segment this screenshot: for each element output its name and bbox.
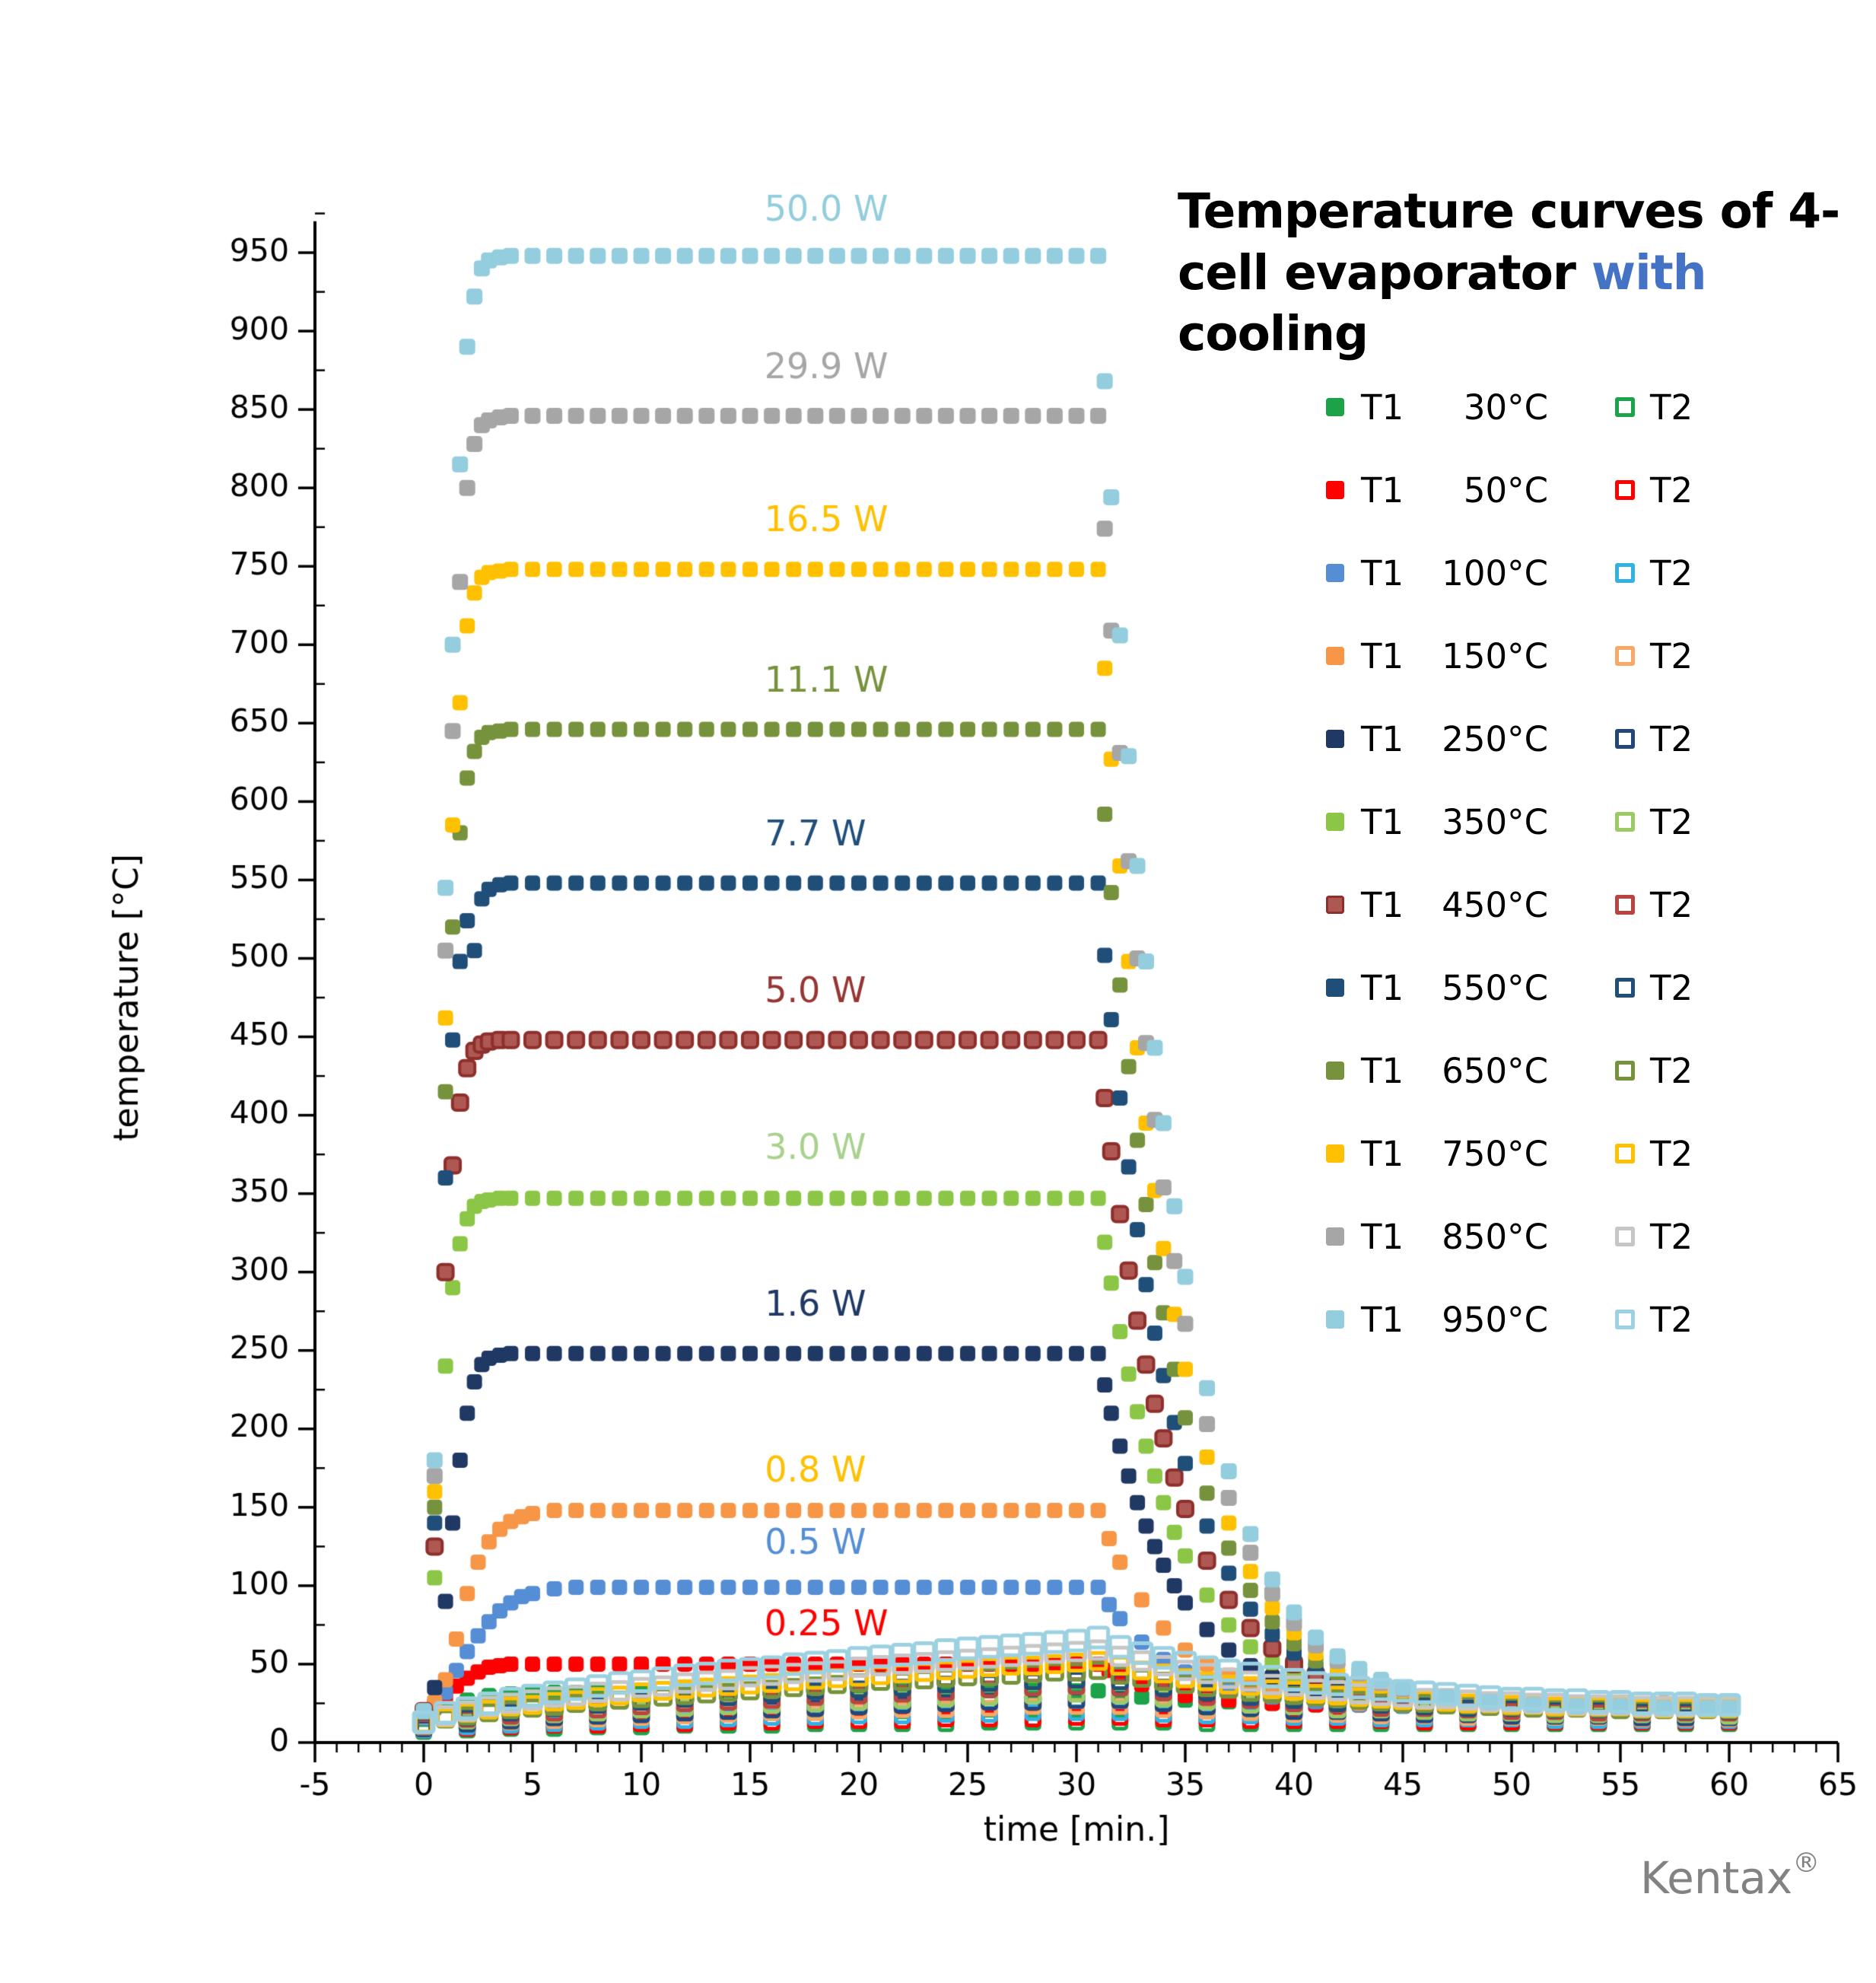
legend-row-650: T1 650°C T2 (1326, 1050, 1703, 1091)
legend-t1-label: T1 (1361, 718, 1404, 759)
legend-t1-label: T1 (1361, 967, 1404, 1008)
legend-t2-marker-icon (1615, 563, 1635, 583)
legend-t2-marker-icon (1615, 1227, 1635, 1246)
legend-t1-marker-icon (1326, 1062, 1344, 1080)
legend-t2-label: T2 (1650, 967, 1693, 1008)
legend-t2-marker-icon (1615, 895, 1635, 915)
legend-setpoint-label: 450°C (1442, 884, 1548, 925)
registered-mark-icon: ® (1792, 1848, 1820, 1879)
legend-row-850: T1 850°C T2 (1326, 1216, 1703, 1257)
legend-setpoint-label: 850°C (1442, 1216, 1548, 1257)
legend-t1-label: T1 (1361, 1133, 1404, 1174)
legend-t1-label: T1 (1361, 1050, 1404, 1091)
legend-t2-label: T2 (1650, 387, 1693, 428)
kentax-watermark: Kentax® (1640, 1848, 1820, 1904)
legend-t2-label: T2 (1650, 1299, 1693, 1340)
legend-t1-marker-icon (1326, 1144, 1344, 1163)
legend-t1-label: T1 (1361, 469, 1404, 511)
legend-setpoint-label: 30°C (1463, 387, 1548, 428)
legend-setpoint-label: 350°C (1442, 801, 1548, 842)
legend-t2-marker-icon (1615, 1144, 1635, 1163)
watermark-text: Kentax (1640, 1852, 1793, 1904)
legend-t1-label: T1 (1361, 801, 1404, 842)
legend-row-150: T1 150°C T2 (1326, 635, 1703, 676)
legend-row-450: T1 450°C T2 (1326, 884, 1703, 925)
legend-t2-label: T2 (1650, 469, 1693, 511)
legend-t1-marker-icon (1326, 1310, 1344, 1329)
legend-t1-marker-icon (1326, 730, 1344, 748)
legend-t1-marker-icon (1326, 813, 1344, 831)
legend-t1-marker-icon (1326, 564, 1344, 582)
legend-t2-label: T2 (1650, 1133, 1693, 1174)
title-text-post: cooling (1178, 306, 1369, 362)
legend-t1-marker-icon (1326, 481, 1344, 499)
legend-t1-label: T1 (1361, 552, 1404, 594)
legend-t2-marker-icon (1615, 480, 1635, 500)
legend-t2-label: T2 (1650, 635, 1693, 676)
legend-row-350: T1 350°C T2 (1326, 801, 1703, 842)
legend-t2-marker-icon (1615, 397, 1635, 417)
legend-setpoint-label: 550°C (1442, 967, 1548, 1008)
legend-t1-marker-icon (1326, 1227, 1344, 1246)
legend-t2-marker-icon (1615, 812, 1635, 832)
legend-row-950: T1 950°C T2 (1326, 1299, 1703, 1340)
legend-setpoint-label: 750°C (1442, 1133, 1548, 1174)
legend-t2-label: T2 (1650, 884, 1693, 925)
legend-t2-label: T2 (1650, 801, 1693, 842)
chart-legend: T1 30°C T2 T1 50°C T2 T1 100°C T2 T1 150°C T2 T1 250°… (1326, 387, 1703, 1385)
legend-t1-marker-icon (1326, 979, 1344, 997)
legend-t2-marker-icon (1615, 978, 1635, 998)
legend-t1-marker-icon (1326, 398, 1344, 416)
legend-t1-marker-icon (1326, 647, 1344, 665)
legend-row-250: T1 250°C T2 (1326, 718, 1703, 759)
chart-title: Temperature curves of 4-cell evaporator … (1178, 181, 1847, 365)
legend-t2-marker-icon (1615, 1061, 1635, 1081)
legend-t1-marker-icon (1326, 896, 1344, 914)
legend-row-750: T1 750°C T2 (1326, 1133, 1703, 1174)
legend-row-100: T1 100°C T2 (1326, 553, 1703, 594)
legend-setpoint-label: 100°C (1442, 552, 1548, 594)
legend-t2-label: T2 (1650, 552, 1693, 594)
legend-row-30: T1 30°C T2 (1326, 387, 1703, 428)
legend-t2-label: T2 (1650, 1216, 1693, 1257)
title-text: Temperature curves of 4-cell evaporator (1178, 183, 1840, 301)
legend-setpoint-label: 950°C (1442, 1299, 1548, 1340)
legend-t1-label: T1 (1361, 884, 1404, 925)
legend-row-550: T1 550°C T2 (1326, 967, 1703, 1008)
legend-t1-label: T1 (1361, 1216, 1404, 1257)
legend-t1-label: T1 (1361, 387, 1404, 428)
legend-row-50: T1 50°C T2 (1326, 469, 1703, 511)
legend-setpoint-label: 150°C (1442, 635, 1548, 676)
legend-t2-label: T2 (1650, 718, 1693, 759)
legend-t2-marker-icon (1615, 1310, 1635, 1329)
legend-t1-label: T1 (1361, 635, 1404, 676)
title-highlight: with (1591, 244, 1707, 301)
legend-setpoint-label: 250°C (1442, 718, 1548, 759)
legend-setpoint-label: 50°C (1463, 469, 1548, 511)
legend-setpoint-label: 650°C (1442, 1050, 1548, 1091)
legend-t2-marker-icon (1615, 646, 1635, 666)
legend-t2-marker-icon (1615, 729, 1635, 749)
legend-t2-label: T2 (1650, 1050, 1693, 1091)
legend-t1-label: T1 (1361, 1299, 1404, 1340)
